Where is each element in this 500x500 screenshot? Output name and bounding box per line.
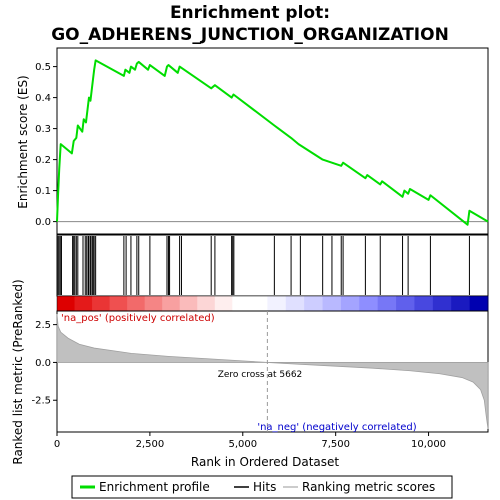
color-band-segment [127, 296, 146, 311]
es-tick-label: 0.5 [35, 62, 51, 73]
color-band-segment [232, 296, 251, 311]
color-band-segment [432, 296, 452, 311]
legend-ranking-metric: Ranking metric scores [302, 480, 435, 494]
color-band-segment [179, 296, 198, 311]
x-tick-label: 2,500 [136, 439, 165, 450]
enrichment-profile-line [56, 59, 489, 226]
x-tick-label: 0 [54, 439, 60, 450]
color-band-segment [197, 296, 216, 311]
color-band-segment [109, 296, 128, 311]
color-band-segment [396, 296, 415, 311]
color-band-segment [377, 296, 397, 311]
color-band-segment [214, 296, 233, 311]
chart-title-line1: Enrichment plot: [170, 3, 330, 23]
chart-title-line2: GO_ADHERENS_JUNCTION_ORGANIZATION [51, 25, 449, 45]
color-band-segment [322, 296, 342, 311]
es-axis-label: Enrichment score (ES) [16, 75, 30, 208]
color-band-segment [57, 296, 76, 311]
es-tick-label: 0.1 [35, 186, 51, 197]
x-tick-label: 10,000 [411, 439, 446, 450]
zero-cross-label: Zero cross at 5662 [218, 370, 303, 380]
color-band-segment [451, 296, 471, 311]
es-tick-label: 0.2 [35, 155, 51, 166]
hits-panel [56, 234, 489, 312]
ranking-metric-area [56, 313, 489, 430]
es-tick-label: 0.0 [35, 217, 51, 228]
metric-axis-label: Ranked list metric (PreRanked) [11, 279, 25, 464]
color-band-segment [249, 296, 268, 311]
color-band-segment [340, 296, 360, 311]
legend-hits: Hits [253, 480, 276, 494]
negative-correlation-label: 'na_neg' (negatively correlated) [257, 422, 416, 433]
positive-correlation-label: 'na_pos' (positively correlated) [61, 313, 215, 324]
color-band-segment [414, 296, 434, 311]
metric-panel: 2.5 0.0 -2.5 0 2,500 5,000 7,500 10,000 [31, 310, 489, 450]
color-band-segment [304, 296, 324, 311]
color-band-segment [469, 296, 489, 311]
color-band-segment [359, 296, 379, 311]
es-tick-label: 0.4 [35, 93, 51, 104]
metric-tick-label: 2.5 [35, 320, 51, 331]
color-band-segment [144, 296, 163, 311]
color-band-segment [285, 296, 305, 311]
legend-box [71, 475, 453, 499]
x-tick-label: 7,500 [321, 439, 350, 450]
metric-tick-label: -2.5 [31, 396, 51, 407]
hits-area [56, 234, 489, 297]
color-band-segment [74, 296, 93, 311]
color-band-segment [92, 296, 111, 311]
metric-tick-label: 0.0 [35, 358, 51, 369]
es-panel: 0.0 0.1 0.2 0.3 0.4 0.5 [35, 47, 489, 235]
color-band-segment [267, 296, 287, 311]
x-axis-label: Rank in Ordered Dataset [191, 455, 339, 469]
es-plot-area [56, 47, 489, 235]
legend: Enrichment profile Hits Ranking metric s… [71, 475, 453, 499]
legend-enrichment-profile: Enrichment profile [99, 480, 210, 494]
x-tick-label: 5,000 [228, 439, 257, 450]
color-band-segment [162, 296, 181, 311]
es-tick-label: 0.3 [35, 124, 51, 135]
